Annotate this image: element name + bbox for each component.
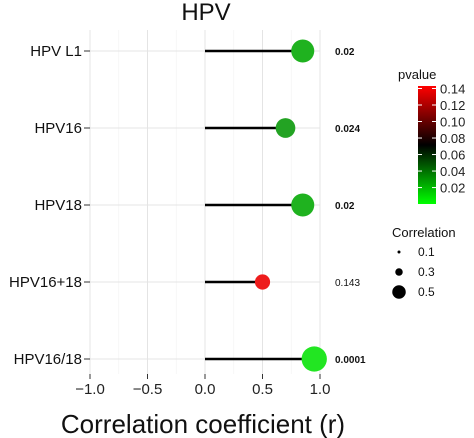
correlation-legend-title: Correlation bbox=[392, 225, 456, 240]
pvalue-label: 0.02 bbox=[335, 47, 355, 58]
pvalue-label: 0.0001 bbox=[335, 355, 366, 366]
colorbar-tick-label: 0.08 bbox=[440, 131, 465, 146]
lollipop-point bbox=[275, 118, 296, 138]
colorbar-tick-label: 0.10 bbox=[440, 115, 465, 130]
lollipop-point bbox=[291, 39, 315, 63]
x-tick-label: −0.5 bbox=[133, 381, 163, 398]
pvalue-label: 0.024 bbox=[335, 124, 360, 135]
size-legend-label: 0.1 bbox=[418, 245, 435, 259]
category-label: HPV16+18 bbox=[9, 274, 82, 291]
lollipop-point bbox=[301, 346, 327, 372]
x-axis-label: Correlation coefficient (r) bbox=[61, 409, 345, 438]
lollipop-stems bbox=[205, 49, 315, 361]
colorbar-tick-label: 0.12 bbox=[440, 98, 465, 113]
x-tick-label: 0.0 bbox=[195, 381, 216, 398]
x-tick-label: −1.0 bbox=[75, 381, 105, 398]
category-label: HPV L1 bbox=[30, 43, 82, 60]
pvalue-label: 0.143 bbox=[335, 278, 360, 289]
x-axis-ticks: −1.0 −0.5 0.0 0.5 1.0 bbox=[75, 374, 330, 398]
size-legend-label: 0.3 bbox=[418, 265, 435, 279]
pvalue-label: 0.02 bbox=[335, 201, 355, 212]
x-tick-label: 1.0 bbox=[310, 381, 331, 398]
x-tick-label: 0.5 bbox=[252, 381, 273, 398]
size-legend-label: 0.5 bbox=[418, 285, 435, 299]
pvalue-labels: 0.02 0.024 0.02 0.143 0.0001 bbox=[335, 47, 366, 366]
chart-title: HPV bbox=[181, 0, 230, 26]
lollipop-point bbox=[254, 274, 271, 290]
pvalue-color-legend: pvalue 0.14 0.12 0.100.08 0.060.04 0.02 bbox=[398, 67, 465, 204]
category-label: HPV18 bbox=[34, 197, 82, 214]
size-legend-dot bbox=[392, 285, 406, 299]
lollipop-points bbox=[254, 39, 327, 372]
colorbar-tick-label: 0.06 bbox=[440, 148, 465, 163]
size-legend-dot bbox=[395, 268, 403, 276]
pvalue-colorbar bbox=[418, 86, 436, 204]
category-label: HPV16/18 bbox=[14, 351, 82, 368]
colorbar-tick-label: 0.02 bbox=[440, 181, 465, 196]
pvalue-legend-title: pvalue bbox=[398, 67, 436, 82]
size-legend-dot bbox=[397, 250, 401, 254]
colorbar-tick-label: 0.14 bbox=[440, 81, 465, 96]
category-label: HPV16 bbox=[34, 120, 82, 137]
lollipop-point bbox=[291, 193, 315, 217]
colorbar-tick-label: 0.04 bbox=[440, 164, 465, 179]
category-labels: HPV L1 HPV16 HPV18 HPV16+18 HPV16/18 bbox=[9, 43, 90, 368]
correlation-size-legend: Correlation 0.1 0.3 0.5 bbox=[392, 225, 456, 299]
